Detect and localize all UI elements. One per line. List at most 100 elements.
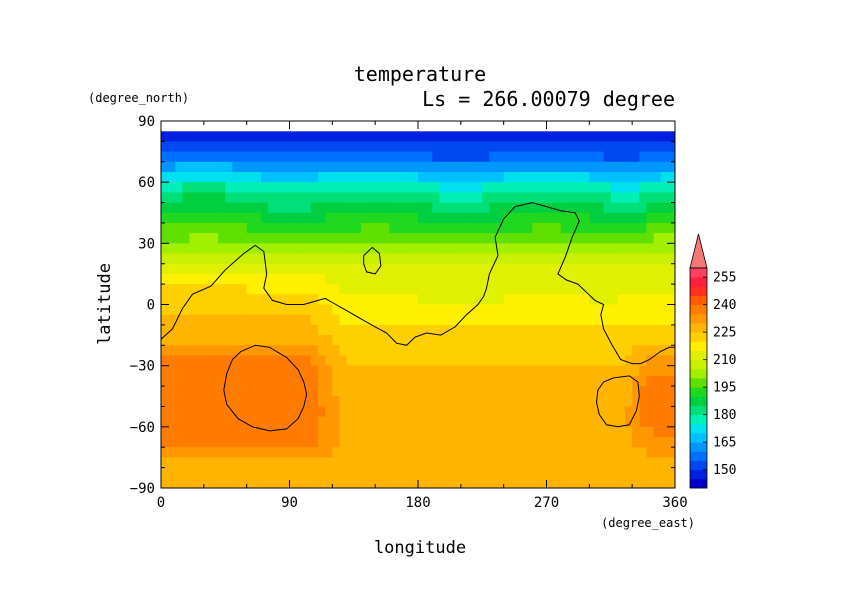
field-cell [517, 202, 526, 214]
field-cell [653, 202, 662, 214]
field-cell [275, 386, 283, 397]
field-cell [289, 324, 298, 336]
field-cell [510, 355, 519, 367]
field-cell [360, 253, 369, 265]
field-cell [289, 335, 298, 346]
field-cell [496, 314, 505, 326]
field-cell [660, 355, 669, 367]
field-cell [639, 131, 648, 142]
field-cell [453, 263, 462, 275]
field-cell [625, 304, 633, 316]
field-cell [446, 467, 455, 479]
field-cell [360, 294, 369, 306]
field-cell [603, 396, 612, 408]
field-cell [403, 457, 412, 469]
field-cell [546, 253, 555, 265]
field-cell [553, 355, 562, 367]
field-cell [260, 355, 269, 367]
field-cell [582, 202, 590, 214]
field-cell [546, 355, 555, 367]
field-cell [318, 477, 326, 488]
field-cell [517, 151, 526, 163]
field-cell [239, 375, 248, 387]
field-cell [603, 335, 612, 346]
field-cell [282, 467, 291, 479]
field-cell [339, 212, 348, 224]
field-cell [446, 233, 455, 244]
field-cell [517, 467, 526, 479]
field-cell [525, 355, 533, 367]
field-cell [610, 243, 619, 255]
field-cell [275, 171, 283, 183]
field-cell [310, 202, 319, 214]
field-cell [389, 253, 398, 265]
field-cell [432, 457, 441, 469]
field-cell [539, 437, 548, 448]
field-cell [467, 253, 476, 265]
field-cell [225, 141, 233, 153]
field-cell [339, 375, 348, 387]
field-cell [232, 335, 241, 346]
field-cell [268, 365, 276, 377]
field-cell [382, 141, 391, 153]
field-cell [503, 447, 512, 459]
field-cell [460, 131, 469, 142]
field-cell [246, 182, 255, 193]
field-cell [432, 314, 441, 326]
field-cell [325, 202, 333, 214]
field-cell [360, 161, 369, 173]
field-cell [460, 253, 469, 265]
field-cell [389, 355, 398, 367]
field-cell [260, 171, 269, 183]
field-cell [382, 396, 391, 408]
field-cell [346, 263, 355, 275]
field-cell [625, 416, 633, 428]
field-cell [310, 222, 319, 234]
field-cell [432, 304, 441, 316]
field-cell [625, 355, 633, 367]
field-cell [246, 273, 255, 285]
field-cell [325, 253, 333, 265]
field-cell [553, 284, 562, 295]
field-cell [396, 151, 405, 163]
field-cell [260, 161, 269, 173]
field-cell [239, 457, 248, 469]
field-cell [646, 477, 655, 488]
field-cell [339, 437, 348, 448]
field-cell [389, 192, 398, 204]
field-cell [175, 467, 184, 479]
field-cell [525, 212, 533, 224]
field-cell [396, 426, 405, 438]
field-cell [368, 467, 376, 479]
field-cell [446, 477, 455, 488]
field-cell [603, 437, 612, 448]
field-cell [210, 222, 219, 234]
field-cell [353, 324, 362, 336]
field-cell [489, 416, 498, 428]
field-cell [282, 477, 291, 488]
field-cell [525, 151, 533, 163]
field-cell [546, 396, 555, 408]
field-cell [296, 396, 305, 408]
field-cell [175, 233, 184, 244]
field-cell [396, 416, 405, 428]
field-cell [517, 386, 526, 397]
field-cell [546, 375, 555, 387]
field-cell [168, 151, 176, 163]
field-cell [182, 375, 191, 387]
field-cell [553, 192, 562, 204]
field-cell [453, 447, 462, 459]
field-cell [282, 284, 291, 295]
field-cell [168, 355, 176, 367]
field-cell [275, 243, 283, 255]
field-cell [161, 386, 169, 397]
field-cell [496, 243, 505, 255]
field-cell [503, 345, 512, 357]
field-cell [575, 426, 583, 438]
field-cell [625, 447, 633, 459]
field-cell [203, 355, 212, 367]
field-cell [596, 467, 605, 479]
field-cell [410, 253, 419, 265]
field-cell [196, 222, 205, 234]
field-cell [339, 426, 348, 438]
